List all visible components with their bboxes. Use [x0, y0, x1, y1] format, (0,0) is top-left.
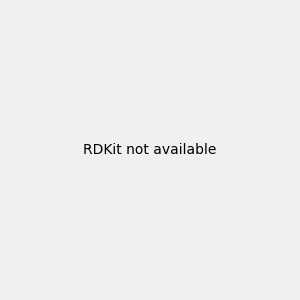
- Text: RDKit not available: RDKit not available: [83, 143, 217, 157]
